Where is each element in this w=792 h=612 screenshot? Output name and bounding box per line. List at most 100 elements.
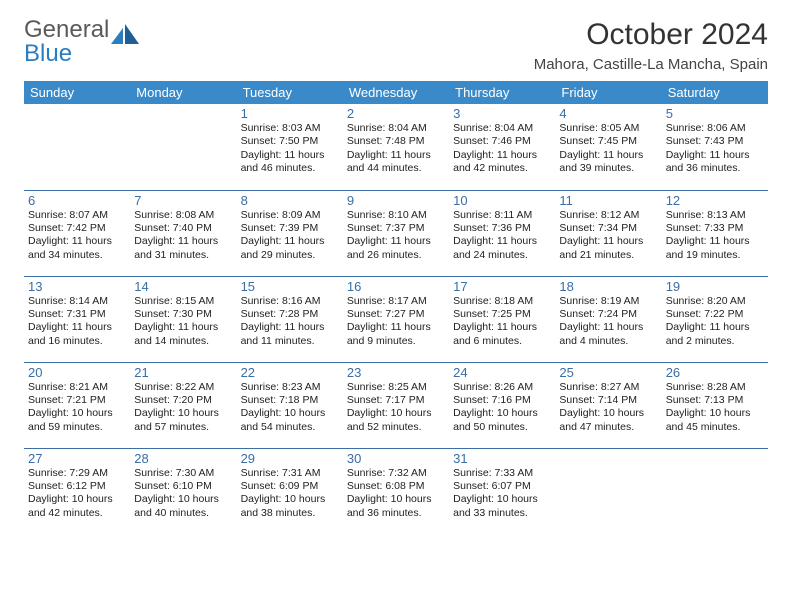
- day-info: Sunrise: 8:12 AMSunset: 7:34 PMDaylight:…: [559, 209, 657, 263]
- weekday-header: Thursday: [449, 81, 555, 104]
- day-info: Sunrise: 8:10 AMSunset: 7:37 PMDaylight:…: [347, 209, 445, 263]
- calendar-body: 1Sunrise: 8:03 AMSunset: 7:50 PMDaylight…: [24, 104, 768, 534]
- day-number: 6: [28, 193, 126, 208]
- sunset-text: Sunset: 7:43 PM: [666, 135, 764, 148]
- daylight-text: Daylight: 11 hours and 34 minutes.: [28, 235, 126, 262]
- calendar-cell: 2Sunrise: 8:04 AMSunset: 7:48 PMDaylight…: [343, 104, 449, 190]
- calendar-cell: 14Sunrise: 8:15 AMSunset: 7:30 PMDayligh…: [130, 276, 236, 362]
- day-number: 10: [453, 193, 551, 208]
- day-info: Sunrise: 8:16 AMSunset: 7:28 PMDaylight:…: [241, 295, 339, 349]
- calendar-row: 13Sunrise: 8:14 AMSunset: 7:31 PMDayligh…: [24, 276, 768, 362]
- daylight-text: Daylight: 11 hours and 14 minutes.: [134, 321, 232, 348]
- calendar-cell: 1Sunrise: 8:03 AMSunset: 7:50 PMDaylight…: [237, 104, 343, 190]
- weekday-header: Friday: [555, 81, 661, 104]
- day-number: 1: [241, 106, 339, 121]
- calendar-table: Sunday Monday Tuesday Wednesday Thursday…: [24, 81, 768, 534]
- calendar-cell: 3Sunrise: 8:04 AMSunset: 7:46 PMDaylight…: [449, 104, 555, 190]
- day-number: 26: [666, 365, 764, 380]
- sunset-text: Sunset: 7:24 PM: [559, 308, 657, 321]
- day-number: 21: [134, 365, 232, 380]
- sunrise-text: Sunrise: 8:12 AM: [559, 209, 657, 222]
- weekday-header: Tuesday: [237, 81, 343, 104]
- day-info: Sunrise: 8:07 AMSunset: 7:42 PMDaylight:…: [28, 209, 126, 263]
- month-title: October 2024: [534, 18, 768, 52]
- sunrise-text: Sunrise: 8:09 AM: [241, 209, 339, 222]
- day-number: 5: [666, 106, 764, 121]
- sunset-text: Sunset: 7:21 PM: [28, 394, 126, 407]
- sunset-text: Sunset: 6:09 PM: [241, 480, 339, 493]
- calendar-cell: 22Sunrise: 8:23 AMSunset: 7:18 PMDayligh…: [237, 362, 343, 448]
- sunset-text: Sunset: 7:46 PM: [453, 135, 551, 148]
- day-number: 14: [134, 279, 232, 294]
- daylight-text: Daylight: 11 hours and 4 minutes.: [559, 321, 657, 348]
- daylight-text: Daylight: 11 hours and 26 minutes.: [347, 235, 445, 262]
- daylight-text: Daylight: 11 hours and 6 minutes.: [453, 321, 551, 348]
- day-info: Sunrise: 8:13 AMSunset: 7:33 PMDaylight:…: [666, 209, 764, 263]
- sunset-text: Sunset: 6:10 PM: [134, 480, 232, 493]
- sunset-text: Sunset: 7:22 PM: [666, 308, 764, 321]
- sunset-text: Sunset: 7:28 PM: [241, 308, 339, 321]
- sunrise-text: Sunrise: 7:30 AM: [134, 467, 232, 480]
- sunset-text: Sunset: 7:17 PM: [347, 394, 445, 407]
- calendar-cell: 12Sunrise: 8:13 AMSunset: 7:33 PMDayligh…: [662, 190, 768, 276]
- day-number: 30: [347, 451, 445, 466]
- daylight-text: Daylight: 10 hours and 57 minutes.: [134, 407, 232, 434]
- calendar-cell: 16Sunrise: 8:17 AMSunset: 7:27 PMDayligh…: [343, 276, 449, 362]
- sunset-text: Sunset: 7:14 PM: [559, 394, 657, 407]
- sunset-text: Sunset: 7:45 PM: [559, 135, 657, 148]
- day-number: 22: [241, 365, 339, 380]
- day-number: 24: [453, 365, 551, 380]
- weekday-header: Sunday: [24, 81, 130, 104]
- day-number: 28: [134, 451, 232, 466]
- sunrise-text: Sunrise: 7:31 AM: [241, 467, 339, 480]
- sunset-text: Sunset: 7:39 PM: [241, 222, 339, 235]
- calendar-cell: 17Sunrise: 8:18 AMSunset: 7:25 PMDayligh…: [449, 276, 555, 362]
- day-number: 19: [666, 279, 764, 294]
- sunrise-text: Sunrise: 8:21 AM: [28, 381, 126, 394]
- daylight-text: Daylight: 11 hours and 36 minutes.: [666, 149, 764, 176]
- day-info: Sunrise: 8:22 AMSunset: 7:20 PMDaylight:…: [134, 381, 232, 435]
- sunrise-text: Sunrise: 8:26 AM: [453, 381, 551, 394]
- brand-logo: General Blue: [24, 18, 141, 66]
- sunset-text: Sunset: 7:33 PM: [666, 222, 764, 235]
- calendar-cell: 21Sunrise: 8:22 AMSunset: 7:20 PMDayligh…: [130, 362, 236, 448]
- daylight-text: Daylight: 10 hours and 40 minutes.: [134, 493, 232, 520]
- day-info: Sunrise: 8:25 AMSunset: 7:17 PMDaylight:…: [347, 381, 445, 435]
- calendar-row: 6Sunrise: 8:07 AMSunset: 7:42 PMDaylight…: [24, 190, 768, 276]
- calendar-cell: [555, 448, 661, 534]
- daylight-text: Daylight: 11 hours and 44 minutes.: [347, 149, 445, 176]
- daylight-text: Daylight: 11 hours and 42 minutes.: [453, 149, 551, 176]
- brand-text: General Blue: [24, 18, 109, 66]
- sunset-text: Sunset: 7:20 PM: [134, 394, 232, 407]
- day-number: 2: [347, 106, 445, 121]
- weekday-header: Monday: [130, 81, 236, 104]
- sunrise-text: Sunrise: 8:22 AM: [134, 381, 232, 394]
- day-number: 11: [559, 193, 657, 208]
- sunrise-text: Sunrise: 8:19 AM: [559, 295, 657, 308]
- header-row: General Blue October 2024 Mahora, Castil…: [24, 18, 768, 73]
- day-info: Sunrise: 8:17 AMSunset: 7:27 PMDaylight:…: [347, 295, 445, 349]
- calendar-cell: 5Sunrise: 8:06 AMSunset: 7:43 PMDaylight…: [662, 104, 768, 190]
- calendar-cell: 31Sunrise: 7:33 AMSunset: 6:07 PMDayligh…: [449, 448, 555, 534]
- title-block: October 2024 Mahora, Castille-La Mancha,…: [534, 18, 768, 73]
- calendar-row: 20Sunrise: 8:21 AMSunset: 7:21 PMDayligh…: [24, 362, 768, 448]
- daylight-text: Daylight: 10 hours and 50 minutes.: [453, 407, 551, 434]
- day-info: Sunrise: 7:30 AMSunset: 6:10 PMDaylight:…: [134, 467, 232, 521]
- sunset-text: Sunset: 6:12 PM: [28, 480, 126, 493]
- calendar-cell: 10Sunrise: 8:11 AMSunset: 7:36 PMDayligh…: [449, 190, 555, 276]
- day-info: Sunrise: 8:18 AMSunset: 7:25 PMDaylight:…: [453, 295, 551, 349]
- sunrise-text: Sunrise: 8:04 AM: [453, 122, 551, 135]
- day-info: Sunrise: 7:33 AMSunset: 6:07 PMDaylight:…: [453, 467, 551, 521]
- sunrise-text: Sunrise: 8:04 AM: [347, 122, 445, 135]
- day-info: Sunrise: 8:20 AMSunset: 7:22 PMDaylight:…: [666, 295, 764, 349]
- calendar-cell: 11Sunrise: 8:12 AMSunset: 7:34 PMDayligh…: [555, 190, 661, 276]
- sunrise-text: Sunrise: 8:14 AM: [28, 295, 126, 308]
- daylight-text: Daylight: 11 hours and 19 minutes.: [666, 235, 764, 262]
- day-number: 8: [241, 193, 339, 208]
- day-number: 18: [559, 279, 657, 294]
- sunrise-text: Sunrise: 7:29 AM: [28, 467, 126, 480]
- sunrise-text: Sunrise: 7:32 AM: [347, 467, 445, 480]
- sunrise-text: Sunrise: 8:06 AM: [666, 122, 764, 135]
- day-number: 4: [559, 106, 657, 121]
- day-number: 12: [666, 193, 764, 208]
